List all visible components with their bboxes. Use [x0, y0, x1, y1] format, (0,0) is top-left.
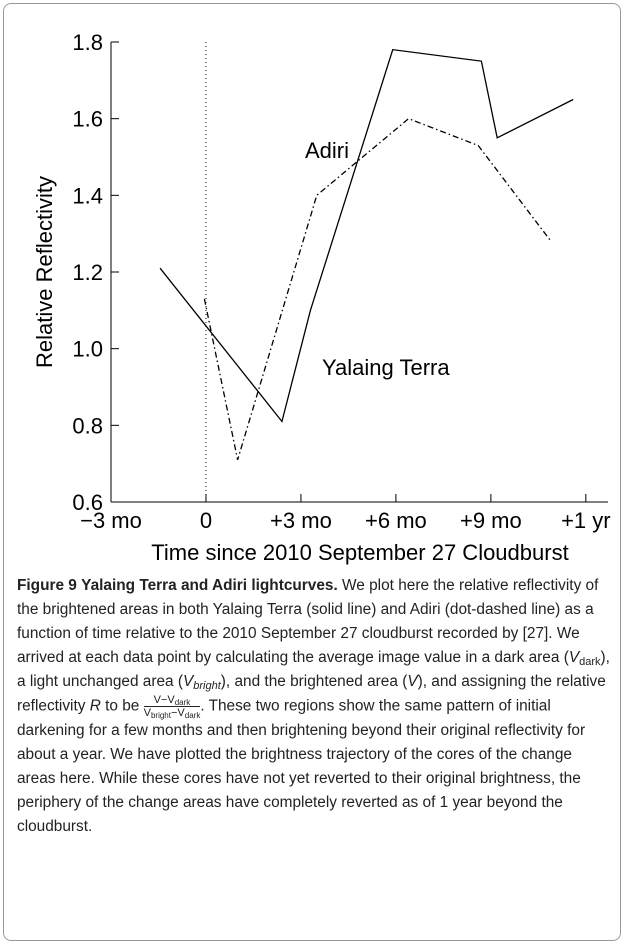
caption-text: to be [100, 697, 144, 715]
symbol: R [89, 697, 101, 715]
x-tick-label: −3 mo [80, 508, 142, 533]
denominator: −V [170, 707, 185, 719]
fraction: V−Vdark Vbright−Vdark [143, 694, 201, 720]
y-tick-label: 1.0 [72, 337, 103, 362]
caption-label: Figure 9 [17, 577, 77, 594]
x-tick-label: +6 mo [365, 508, 427, 533]
caption: Figure 9 Yalaing Terra and Adiri lightcu… [17, 574, 613, 839]
x-axis-label: Time since 2010 September 27 Cloudburst [151, 540, 568, 565]
chart: Time since 2010 September 27 Cloudburst … [32, 30, 611, 565]
x-tick-label: +3 mo [270, 508, 332, 533]
y-axis-label: Relative Reflectivity [32, 176, 57, 368]
series-label: Yalaing Terra [322, 355, 450, 380]
caption-text: . These two regions show the same patter… [17, 697, 586, 835]
caption-text: ), and assigning the relative reflectivi… [17, 673, 606, 715]
figure-frame [3, 3, 621, 941]
x-tick-label: 0 [200, 508, 212, 533]
caption-text: We plot here the relative reflectivity o… [17, 577, 599, 666]
y-tick-label: 1.8 [72, 30, 103, 55]
caption-text: ), a light unchanged area ( [17, 649, 610, 690]
denominator: V [143, 707, 151, 719]
symbol: V [407, 673, 418, 690]
symbol: V [183, 673, 194, 690]
subscript: dark [184, 711, 201, 720]
line [159, 48, 574, 423]
numerator: V−V [153, 694, 175, 706]
y-tick-label: 0.8 [72, 413, 103, 438]
subscript: dark [579, 656, 601, 668]
line [203, 117, 552, 461]
y-tick-label: 1.4 [72, 183, 103, 208]
y-tick-label: 1.2 [72, 260, 103, 285]
y-tick-label: 0.6 [72, 490, 103, 515]
caption-title: Yalaing Terra and Adiri lightcurves. [81, 577, 338, 594]
symbol: V [568, 649, 580, 666]
x-tick-label: +1 yr [561, 508, 611, 533]
caption-text: ), and the brightened area ( [220, 673, 408, 690]
x-tick-label: +9 mo [460, 508, 522, 533]
subscript: bright [150, 711, 171, 720]
subscript: dark [174, 698, 191, 707]
series-label: Adiri [305, 138, 349, 163]
subscript: bright [193, 680, 221, 692]
y-tick-label: 1.6 [72, 107, 103, 132]
